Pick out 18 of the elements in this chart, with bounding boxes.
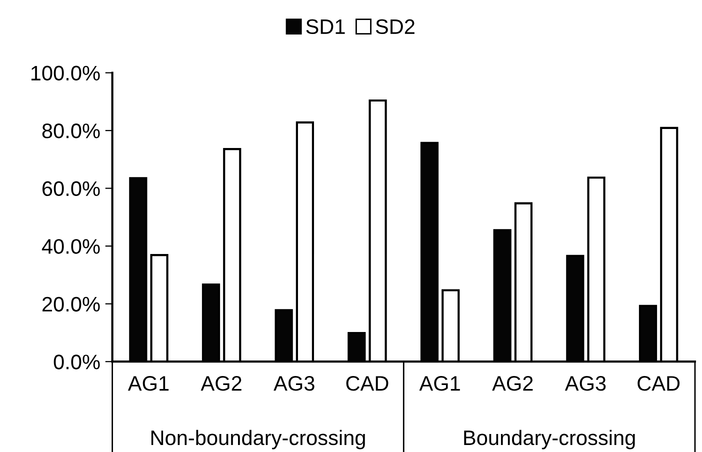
y-tick-label: 20.0% [42, 296, 100, 312]
y-tick-label: 100.0% [31, 66, 100, 81]
y-tick-label: 60.0% [42, 181, 100, 196]
x-tick-label: AG2 [492, 376, 533, 391]
y-tick-label: 0.0% [54, 354, 100, 370]
x-tick-label: CAD [638, 376, 680, 391]
x-tick-label: AG1 [419, 376, 460, 391]
x-tick-label: AG3 [274, 376, 314, 391]
x-tick-label: AG2 [200, 376, 242, 391]
text: Boundary-crossing [464, 430, 635, 450]
y-tick-label: 80.0% [42, 124, 100, 138]
legend-label: SD1 [306, 19, 345, 34]
x-tick-label: AG1 [128, 376, 169, 391]
text: Non-boundary-crossing [151, 430, 365, 450]
x-tick-label: CAD [346, 376, 388, 391]
y-tick-label: 40.0% [42, 239, 100, 254]
legend-label: SD2 [376, 19, 414, 34]
x-tick-label: AG3 [564, 376, 606, 391]
